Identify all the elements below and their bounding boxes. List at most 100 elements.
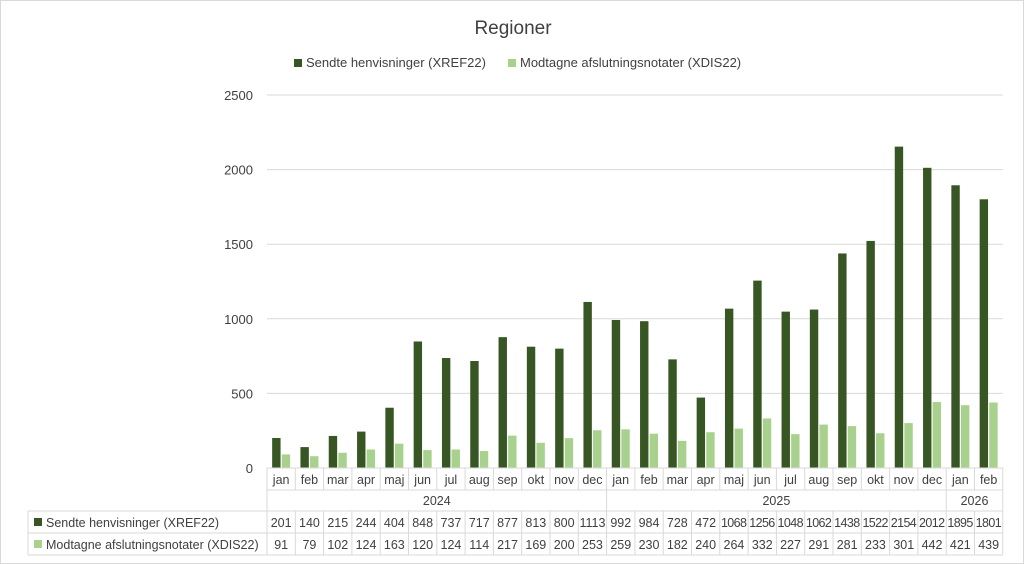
table-cell: 877 bbox=[497, 516, 518, 530]
bar-xdis22 bbox=[677, 440, 687, 468]
table-cell: 442 bbox=[922, 538, 943, 552]
bar-xdis22 bbox=[734, 428, 743, 468]
table-cell: 717 bbox=[469, 516, 490, 530]
y-tick-label: 1000 bbox=[224, 312, 253, 327]
x-tick-label: jun bbox=[413, 473, 431, 487]
y-tick-label: 1500 bbox=[224, 237, 253, 252]
bar-xref22 bbox=[357, 431, 366, 468]
bar-xdis22 bbox=[876, 433, 885, 468]
bar-xdis22 bbox=[366, 449, 376, 468]
table-cell: 169 bbox=[525, 538, 546, 552]
table-cell: 1438 bbox=[834, 516, 860, 530]
table-cell: 2012 bbox=[919, 516, 945, 530]
bar-xdis22 bbox=[508, 435, 517, 468]
year-label: 2024 bbox=[423, 494, 451, 508]
table-cell: 291 bbox=[808, 538, 829, 552]
x-tick-label: dec bbox=[922, 473, 942, 487]
table-cell: 102 bbox=[327, 538, 348, 552]
x-tick-label: maj bbox=[724, 473, 744, 487]
bar-xref22 bbox=[470, 361, 479, 468]
bar-xref22 bbox=[753, 280, 762, 468]
bar-xdis22 bbox=[904, 423, 913, 468]
x-tick-label: okt bbox=[528, 473, 545, 487]
x-tick-label: nov bbox=[554, 473, 575, 487]
table-cell: 201 bbox=[271, 516, 292, 530]
x-tick-label: aug bbox=[808, 473, 829, 487]
bars bbox=[272, 146, 998, 469]
bar-xref22 bbox=[809, 309, 819, 468]
y-tick-label: 500 bbox=[231, 386, 253, 401]
y-tick-label: 2500 bbox=[224, 88, 253, 103]
bar-xref22 bbox=[866, 240, 875, 468]
x-tick-label: aug bbox=[469, 473, 490, 487]
table-cell: 281 bbox=[837, 538, 858, 552]
bar-xref22 bbox=[696, 397, 706, 468]
bar-xref22 bbox=[923, 167, 932, 468]
table-legend-swatch-1 bbox=[34, 518, 42, 526]
table-cell: 124 bbox=[356, 538, 377, 552]
table-cell: 259 bbox=[610, 538, 631, 552]
table-cell: 182 bbox=[667, 538, 688, 552]
y-tick-label: 2000 bbox=[224, 163, 253, 178]
chart-title: Regioner bbox=[474, 18, 552, 39]
table-cell: 264 bbox=[724, 538, 745, 552]
bar-xdis22 bbox=[281, 454, 291, 468]
bar-xref22 bbox=[385, 407, 394, 468]
table-cell: 332 bbox=[752, 538, 773, 552]
x-tick-label: okt bbox=[867, 473, 884, 487]
table-cell: 200 bbox=[554, 538, 575, 552]
bar-xdis22 bbox=[621, 429, 630, 468]
bar-xref22 bbox=[328, 435, 338, 468]
table-cell: 233 bbox=[865, 538, 886, 552]
x-tick-label: feb bbox=[980, 473, 997, 487]
table-cell: 217 bbox=[497, 538, 518, 552]
table-cell: 984 bbox=[639, 516, 660, 530]
table-cell: 421 bbox=[950, 538, 971, 552]
x-tick-label: nov bbox=[894, 473, 915, 487]
legend-swatch-2 bbox=[508, 59, 516, 67]
table-cell: 2154 bbox=[891, 516, 917, 530]
bar-xref22 bbox=[951, 185, 960, 469]
table-cell: 244 bbox=[356, 516, 377, 530]
table-cell: 301 bbox=[893, 538, 914, 552]
bar-xref22 bbox=[441, 358, 451, 468]
bar-xref22 bbox=[526, 346, 536, 468]
bar-xref22 bbox=[300, 447, 309, 468]
bar-xdis22 bbox=[479, 450, 489, 468]
bar-xref22 bbox=[555, 348, 564, 468]
table-cell: 1113 bbox=[579, 516, 605, 530]
table-cell: 1801 bbox=[976, 516, 1002, 530]
table-cell: 1062 bbox=[806, 516, 832, 530]
bar-xdis22 bbox=[536, 442, 545, 468]
bar-xref22 bbox=[272, 438, 281, 468]
table-cell: 114 bbox=[469, 538, 489, 552]
table-cell: 1256 bbox=[749, 516, 775, 530]
bar-xref22 bbox=[979, 199, 989, 468]
table-cell: 240 bbox=[695, 538, 716, 552]
table-cell: 253 bbox=[582, 538, 603, 552]
bar-xdis22 bbox=[423, 450, 432, 468]
table-cell: 800 bbox=[554, 516, 575, 530]
bar-xref22 bbox=[640, 321, 649, 468]
bar-xdis22 bbox=[649, 433, 659, 468]
bar-xref22 bbox=[583, 301, 592, 468]
bar-xdis22 bbox=[989, 402, 998, 468]
table-cell: 439 bbox=[978, 538, 999, 552]
bar-xdis22 bbox=[394, 443, 404, 468]
bar-xdis22 bbox=[960, 405, 970, 468]
bar-xdis22 bbox=[706, 432, 715, 468]
table-cell: 91 bbox=[274, 538, 288, 552]
table-cell: 1522 bbox=[862, 516, 888, 530]
bar-xref22 bbox=[413, 341, 423, 468]
bar-xref22 bbox=[781, 311, 790, 468]
bar-xdis22 bbox=[338, 452, 347, 468]
bar-xref22 bbox=[498, 337, 507, 468]
x-tick-label: feb bbox=[640, 473, 657, 487]
table-cell: 1048 bbox=[778, 516, 804, 530]
table-cell: 227 bbox=[780, 538, 801, 552]
legend-label-2: Modtagne afslutningsnotater (XDIS22) bbox=[520, 55, 741, 70]
bar-xref22 bbox=[611, 319, 621, 468]
chart-legend: Sendte henvisninger (XREF22) Modtagne afs… bbox=[294, 55, 741, 70]
x-tick-label: maj bbox=[384, 473, 404, 487]
